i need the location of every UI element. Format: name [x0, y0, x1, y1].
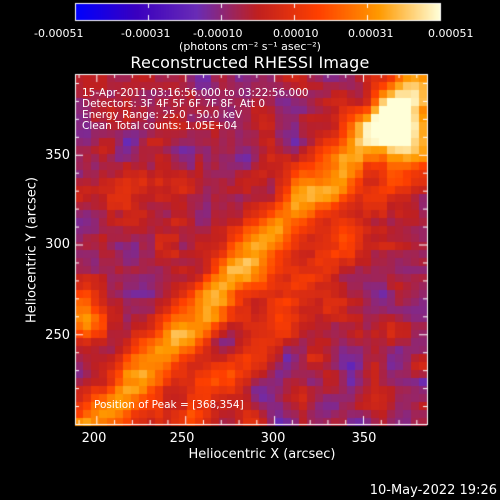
y-tick-label: 300 [45, 237, 70, 252]
y-axis-label: Heliocentric Y (arcsec) [25, 177, 40, 323]
y-tick-label: 350 [45, 148, 70, 163]
colorbar-tick: 0.00051 [428, 27, 474, 40]
colorbar-tick: -0.00031 [121, 27, 170, 40]
peak-position-label: Position of Peak = [368,354] [94, 399, 244, 411]
x-axis-label: Heliocentric X (arcsec) [189, 447, 336, 462]
colorbar-tick: 0.00010 [273, 27, 319, 40]
colorbar-tick: -0.00010 [193, 27, 242, 40]
info-counts: Clean Total counts: 1.05E+04 [82, 121, 237, 132]
x-tick-label: 300 [261, 431, 286, 446]
x-tick-label: 200 [82, 431, 107, 446]
colorbar-tick: -0.00051 [34, 27, 83, 40]
timestamp: 10-May-2022 19:26 [370, 483, 497, 498]
x-tick-label: 250 [170, 431, 195, 446]
image-title: Reconstructed RHESSI Image [130, 53, 369, 72]
colorbar-tick: 0.00031 [348, 27, 394, 40]
y-tick-label: 250 [45, 328, 70, 343]
x-tick-label: 350 [352, 431, 377, 446]
colorbar-unit-label: (photons cm⁻² s⁻¹ asec⁻²) [179, 40, 321, 53]
